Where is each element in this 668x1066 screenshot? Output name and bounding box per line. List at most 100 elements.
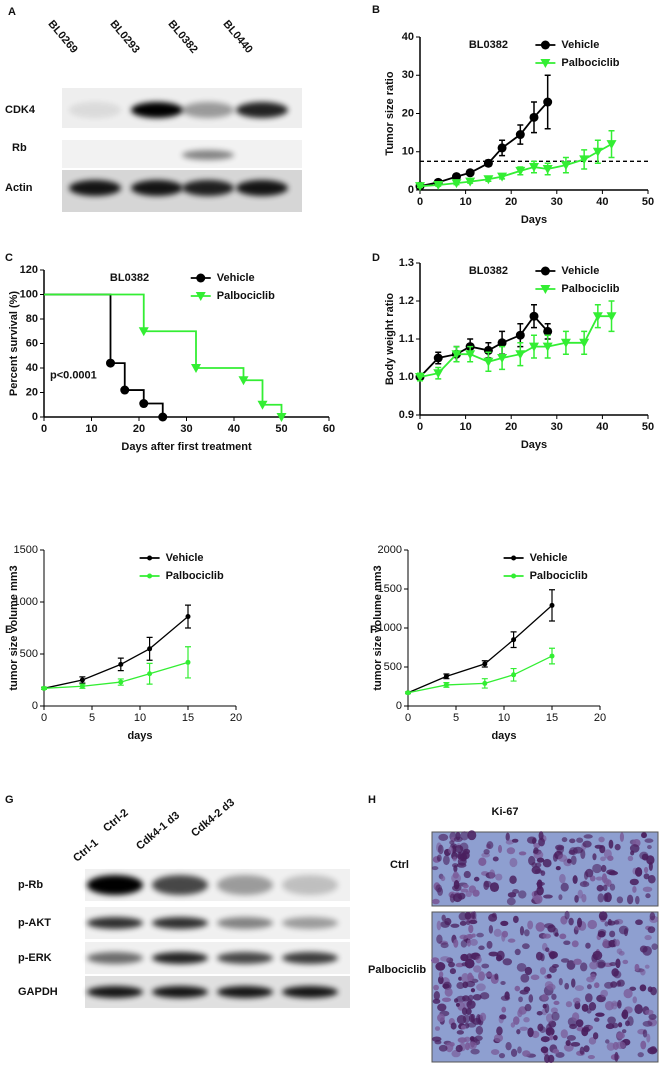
legend-marker xyxy=(147,555,153,561)
ihc-nucleus xyxy=(506,897,516,906)
legend-label: Palbociclib xyxy=(561,57,619,69)
ihc-nucleus xyxy=(488,951,499,957)
blot-band xyxy=(152,917,208,929)
ihc-nucleus xyxy=(455,1044,463,1053)
ihc-nucleus xyxy=(596,959,606,969)
marker xyxy=(579,338,590,348)
series-line xyxy=(419,315,612,378)
x-tick-label: 60 xyxy=(323,423,335,435)
ihc-nucleus xyxy=(461,973,470,983)
ihc-nucleus xyxy=(611,968,619,977)
ihc-nucleus xyxy=(574,894,579,903)
ihc-nucleus xyxy=(606,869,616,875)
marker xyxy=(515,166,526,176)
ihc-nucleus xyxy=(435,962,446,971)
ihc-nucleus xyxy=(473,965,482,973)
legend-marker xyxy=(195,292,206,301)
marker xyxy=(238,376,249,386)
ihc-nucleus xyxy=(627,855,634,862)
ihc-nucleus xyxy=(572,997,581,1004)
marker xyxy=(106,358,115,368)
blot-band xyxy=(87,917,143,929)
ihc-nucleus xyxy=(460,831,469,841)
marker xyxy=(515,130,525,140)
ihc-nucleus xyxy=(451,873,462,884)
blot-band xyxy=(182,150,234,160)
legend-label: Vehicle xyxy=(561,265,599,277)
y-tick-label: 20 xyxy=(26,386,38,398)
legend-label: Palbociclib xyxy=(166,570,224,582)
ihc-nucleus xyxy=(467,972,473,982)
legend-marker xyxy=(511,573,517,579)
marker xyxy=(433,353,443,363)
blot-band xyxy=(69,102,121,118)
x-tick-label: 50 xyxy=(642,196,654,208)
ihc-nucleus xyxy=(533,842,541,849)
ihc-nucleus xyxy=(570,1041,581,1047)
marker xyxy=(497,172,508,182)
marker xyxy=(515,350,526,360)
x-tick-label: 15 xyxy=(182,712,194,724)
ihc-nucleus xyxy=(625,1020,630,1027)
ihc-nucleus xyxy=(619,832,625,842)
ihc-nucleus xyxy=(646,855,655,865)
ihc-nucleus xyxy=(460,953,469,962)
row-label: GAPDH xyxy=(18,986,58,998)
panel-letter: F xyxy=(370,624,377,636)
ihc-nucleus xyxy=(504,991,510,1000)
x-tick-label: 40 xyxy=(596,421,608,433)
ihc-nucleus xyxy=(632,996,638,1004)
ihc-nucleus xyxy=(496,1026,503,1036)
ihc-nucleus xyxy=(438,844,444,855)
ihc-nucleus xyxy=(546,973,552,979)
ihc-nucleus xyxy=(622,959,629,965)
ihc-nucleus xyxy=(629,878,639,886)
row-label: p-ERK xyxy=(18,952,52,964)
ihc-nucleus xyxy=(565,1039,571,1046)
ihc-nucleus xyxy=(614,1051,619,1062)
x-tick-label: 40 xyxy=(596,196,608,208)
ihc-nucleus xyxy=(538,837,545,847)
marker xyxy=(138,327,149,337)
blot-band xyxy=(131,180,183,196)
ihc-nucleus xyxy=(606,1042,615,1051)
y-axis-label: Tumor size ratio xyxy=(384,71,396,155)
x-tick-label: 0 xyxy=(417,196,423,208)
ihc-nucleus xyxy=(498,844,503,854)
x-tick-label: 40 xyxy=(228,423,240,435)
marker xyxy=(497,143,507,153)
ihc-nucleus xyxy=(528,855,536,866)
blot-band xyxy=(217,952,273,964)
ihc-nucleus xyxy=(516,1029,521,1035)
ihc-nucleus xyxy=(450,1022,457,1030)
ihc-nucleus xyxy=(626,894,634,905)
ihc-nucleus xyxy=(453,998,459,1003)
ihc-nucleus xyxy=(519,1026,529,1031)
marker xyxy=(606,140,617,150)
ihc-nucleus xyxy=(473,876,480,882)
ihc-nucleus xyxy=(640,968,646,976)
ihc-nucleus xyxy=(568,917,574,926)
marker xyxy=(529,311,539,321)
blot-band xyxy=(182,180,234,196)
ihc-nucleus xyxy=(549,1034,554,1041)
marker xyxy=(529,342,539,352)
y-tick-label: 10 xyxy=(402,146,414,158)
ihc-nucleus xyxy=(519,926,525,936)
ihc-nucleus xyxy=(500,980,506,986)
ihc-nucleus xyxy=(614,939,620,947)
marker xyxy=(451,350,462,360)
ihc-nucleus xyxy=(647,845,652,850)
series-line xyxy=(44,293,164,417)
ihc-nucleus xyxy=(601,873,607,884)
ihc-nucleus xyxy=(506,847,516,855)
legend-marker xyxy=(540,266,550,276)
ihc-nucleus xyxy=(526,836,537,844)
ihc-nucleus xyxy=(462,995,470,1002)
x-tick-label: 30 xyxy=(551,421,563,433)
marker xyxy=(405,690,411,696)
ihc-nucleus xyxy=(459,842,469,853)
ihc-nucleus xyxy=(644,934,652,941)
ihc-nucleus xyxy=(533,847,539,854)
blot-band xyxy=(182,102,234,118)
